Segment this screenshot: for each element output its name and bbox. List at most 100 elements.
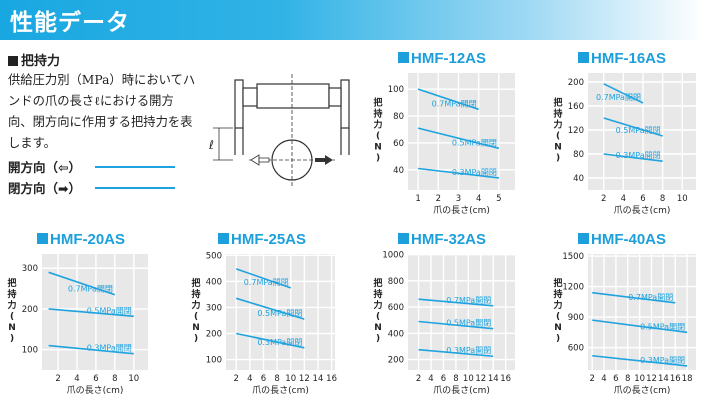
series-line bbox=[48, 271, 116, 296]
y-axis-label: 把持力(N) bbox=[191, 277, 200, 344]
x-tick-label: 16 bbox=[500, 374, 511, 384]
x-tick-label: 8 bbox=[660, 194, 665, 204]
x-tick-label: 14 bbox=[658, 374, 669, 384]
x-axis-label: 爪の長さ(cm) bbox=[614, 385, 671, 396]
x-tick-label: 10 bbox=[285, 374, 296, 384]
section-title: 把持力 bbox=[8, 50, 60, 69]
y-tick-label: 300 bbox=[22, 264, 38, 274]
x-tick-label: 12 bbox=[646, 374, 657, 384]
x-tick-label: 3 bbox=[456, 194, 461, 204]
x-tick-label: 6 bbox=[261, 374, 266, 384]
series-line bbox=[592, 291, 676, 304]
x-tick-label: 5 bbox=[496, 194, 501, 204]
y-tick-label: 600 bbox=[388, 303, 404, 313]
y-tick-label: 100 bbox=[22, 346, 38, 356]
y-tick-label: 200 bbox=[22, 305, 38, 315]
y-tick-label: 600 bbox=[568, 344, 584, 354]
x-axis-label: 爪の長さ(cm) bbox=[67, 385, 124, 396]
x-tick-label: 6 bbox=[441, 374, 446, 384]
series-line bbox=[418, 167, 499, 179]
legend-open: 開方向（⇦） bbox=[8, 160, 81, 175]
x-tick-label: 16 bbox=[670, 374, 681, 384]
arrow-close-icon bbox=[315, 155, 333, 165]
series-line bbox=[592, 319, 688, 334]
series-label: 0.7MPa開閉 bbox=[244, 278, 289, 287]
series-label: 0.7MPa開閉 bbox=[432, 99, 477, 108]
x-tick-label: 2 bbox=[436, 194, 441, 204]
header-banner: 性能データ bbox=[0, 0, 705, 40]
plot-area bbox=[42, 254, 148, 370]
y-tick-label: 900 bbox=[568, 313, 584, 323]
chart-title-2: HMF-16AS bbox=[578, 50, 666, 67]
y-tick-label: 400 bbox=[388, 329, 404, 339]
y-axis-label: 把持力(N) bbox=[553, 97, 562, 164]
arrow-open-icon bbox=[250, 154, 270, 166]
y-tick-label: 60 bbox=[393, 139, 404, 149]
chart-title-1: HMF-12AS bbox=[398, 50, 486, 67]
x-tick-label: 18 bbox=[682, 374, 693, 384]
series-line bbox=[48, 308, 134, 318]
series-line bbox=[48, 344, 134, 355]
series-line bbox=[418, 320, 494, 330]
plot-area bbox=[226, 254, 335, 370]
series-line bbox=[603, 117, 663, 137]
x-tick-label: 12 bbox=[475, 374, 486, 384]
section-description: 供給圧力別（MPa）時においてハンドの爪の長さℓにおける開方向、閉方向に作用する… bbox=[8, 73, 196, 150]
x-tick-label: 14 bbox=[488, 374, 499, 384]
series-label: 0.3MPa開閉 bbox=[446, 346, 491, 355]
section-title-text: 把持力 bbox=[21, 54, 61, 69]
x-tick-label: 2 bbox=[416, 374, 421, 384]
y-axis-label: 把持力(N) bbox=[373, 97, 382, 164]
series-label: 0.7MPa開閉 bbox=[68, 285, 113, 294]
series-label: 0.5MPa開閉 bbox=[640, 322, 685, 331]
series-label: 0.5MPa開閉 bbox=[257, 309, 302, 318]
x-tick-label: 4 bbox=[621, 194, 626, 204]
plot-area bbox=[588, 73, 696, 190]
x-axis-label: 爪の長さ(cm) bbox=[252, 385, 309, 396]
y-tick-label: 200 bbox=[206, 330, 222, 340]
plot-area bbox=[408, 254, 515, 370]
y-axis-label: 把持力(N) bbox=[553, 277, 562, 344]
series-line bbox=[603, 153, 663, 162]
x-tick-label: 6 bbox=[93, 374, 98, 384]
series-label: 0.3MPa開閉 bbox=[640, 356, 685, 365]
gripper-diagram: ℓ bbox=[208, 74, 350, 188]
x-axis-label: 爪の長さ(cm) bbox=[433, 385, 490, 396]
y-tick-label: 40 bbox=[573, 174, 584, 184]
y-tick-label: 800 bbox=[388, 277, 404, 287]
square-bullet-icon bbox=[8, 56, 18, 66]
x-tick-label: 14 bbox=[313, 374, 324, 384]
x-tick-label: 4 bbox=[476, 194, 481, 204]
y-tick-label: 100 bbox=[206, 356, 222, 366]
series-line bbox=[417, 88, 479, 111]
x-tick-label: 2 bbox=[234, 374, 239, 384]
series-line bbox=[603, 83, 644, 104]
y-tick-label: 1200 bbox=[562, 283, 584, 293]
series-label: 0.3MPa開閉 bbox=[452, 168, 497, 177]
y-tick-label: 400 bbox=[206, 277, 222, 287]
legend-close-line bbox=[95, 187, 175, 189]
x-tick-label: 16 bbox=[326, 374, 337, 384]
legend-open-line bbox=[95, 166, 175, 168]
series-label: 0.7MPa開閉 bbox=[596, 93, 641, 102]
y-tick-label: 80 bbox=[573, 150, 584, 160]
x-tick-label: 8 bbox=[625, 374, 630, 384]
x-tick-label: 1 bbox=[415, 194, 420, 204]
y-tick-label: 200 bbox=[568, 78, 584, 88]
chart-title-4: HMF-25AS bbox=[218, 231, 306, 248]
x-tick-label: 8 bbox=[274, 374, 279, 384]
x-tick-label: 4 bbox=[601, 374, 606, 384]
x-axis-label: 爪の長さ(cm) bbox=[614, 205, 671, 216]
y-tick-label: 300 bbox=[206, 303, 222, 313]
y-tick-label: 40 bbox=[393, 166, 404, 176]
plot-area bbox=[588, 254, 696, 370]
series-label: 0.5MPa開閉 bbox=[446, 319, 491, 328]
x-tick-label: 6 bbox=[640, 194, 645, 204]
y-tick-label: 80 bbox=[393, 112, 404, 122]
series-label: 0.3MPa開閉 bbox=[616, 151, 661, 160]
plot-area bbox=[408, 73, 515, 190]
series-label: 0.5MPa開閉 bbox=[452, 138, 497, 147]
y-tick-label: 160 bbox=[568, 102, 584, 112]
x-tick-label: 2 bbox=[55, 374, 60, 384]
series-line bbox=[235, 297, 305, 320]
